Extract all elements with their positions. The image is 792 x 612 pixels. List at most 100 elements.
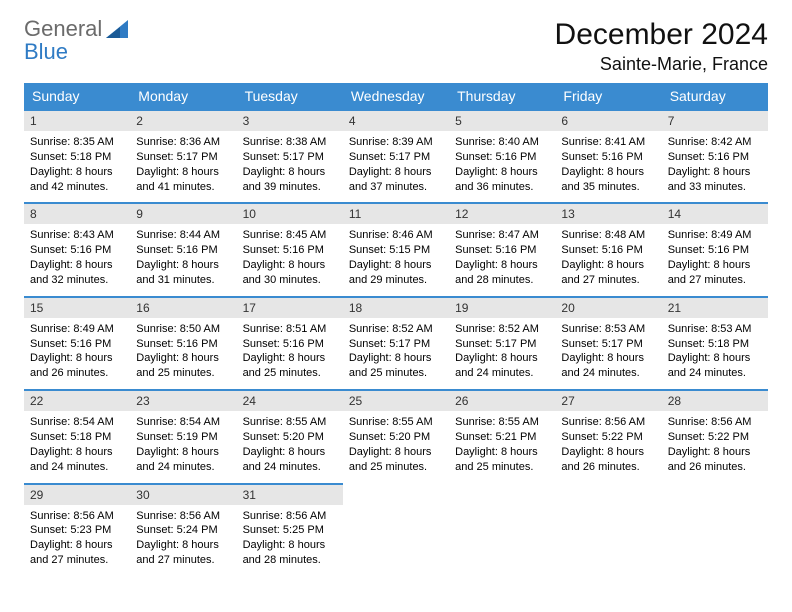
day-number: 4 (343, 111, 449, 131)
day-number: 6 (555, 111, 661, 131)
location: Sainte-Marie, France (555, 54, 768, 75)
calendar-cell: 13Sunrise: 8:48 AMSunset: 5:16 PMDayligh… (555, 202, 661, 295)
day-number: 10 (237, 204, 343, 224)
day-detail: Sunrise: 8:54 AMSunset: 5:18 PMDaylight:… (24, 411, 130, 482)
day-number: 14 (662, 204, 768, 224)
calendar-cell: 28Sunrise: 8:56 AMSunset: 5:22 PMDayligh… (662, 389, 768, 482)
day-number: 26 (449, 391, 555, 411)
day-detail: Sunrise: 8:54 AMSunset: 5:19 PMDaylight:… (130, 411, 236, 482)
day-number: 3 (237, 111, 343, 131)
calendar-cell: 11Sunrise: 8:46 AMSunset: 5:15 PMDayligh… (343, 202, 449, 295)
day-number: 18 (343, 298, 449, 318)
day-number: 11 (343, 204, 449, 224)
day-number: 9 (130, 204, 236, 224)
day-detail: Sunrise: 8:56 AMSunset: 5:22 PMDaylight:… (662, 411, 768, 482)
day-detail: Sunrise: 8:55 AMSunset: 5:20 PMDaylight:… (343, 411, 449, 482)
calendar-cell: 29Sunrise: 8:56 AMSunset: 5:23 PMDayligh… (24, 483, 130, 576)
calendar-cell (555, 483, 661, 576)
calendar-body: 1Sunrise: 8:35 AMSunset: 5:18 PMDaylight… (24, 109, 768, 576)
day-number: 1 (24, 111, 130, 131)
day-number: 29 (24, 485, 130, 505)
day-number: 24 (237, 391, 343, 411)
month-title: December 2024 (555, 18, 768, 52)
title-block: December 2024 Sainte-Marie, France (555, 18, 768, 75)
calendar-cell: 26Sunrise: 8:55 AMSunset: 5:21 PMDayligh… (449, 389, 555, 482)
day-detail: Sunrise: 8:47 AMSunset: 5:16 PMDaylight:… (449, 224, 555, 295)
day-detail: Sunrise: 8:49 AMSunset: 5:16 PMDaylight:… (24, 318, 130, 389)
calendar-row: 22Sunrise: 8:54 AMSunset: 5:18 PMDayligh… (24, 389, 768, 482)
day-number: 23 (130, 391, 236, 411)
calendar-cell: 20Sunrise: 8:53 AMSunset: 5:17 PMDayligh… (555, 296, 661, 389)
day-detail: Sunrise: 8:38 AMSunset: 5:17 PMDaylight:… (237, 131, 343, 202)
calendar-cell: 4Sunrise: 8:39 AMSunset: 5:17 PMDaylight… (343, 109, 449, 202)
calendar-cell: 1Sunrise: 8:35 AMSunset: 5:18 PMDaylight… (24, 109, 130, 202)
brand-triangle-icon (106, 20, 128, 40)
calendar-cell (449, 483, 555, 576)
day-detail: Sunrise: 8:51 AMSunset: 5:16 PMDaylight:… (237, 318, 343, 389)
calendar-cell: 6Sunrise: 8:41 AMSunset: 5:16 PMDaylight… (555, 109, 661, 202)
calendar-cell: 5Sunrise: 8:40 AMSunset: 5:16 PMDaylight… (449, 109, 555, 202)
weekday-header: Friday (555, 83, 661, 109)
day-detail: Sunrise: 8:52 AMSunset: 5:17 PMDaylight:… (449, 318, 555, 389)
day-detail: Sunrise: 8:53 AMSunset: 5:17 PMDaylight:… (555, 318, 661, 389)
day-number: 16 (130, 298, 236, 318)
calendar-cell: 10Sunrise: 8:45 AMSunset: 5:16 PMDayligh… (237, 202, 343, 295)
day-detail: Sunrise: 8:44 AMSunset: 5:16 PMDaylight:… (130, 224, 236, 295)
day-detail: Sunrise: 8:41 AMSunset: 5:16 PMDaylight:… (555, 131, 661, 202)
day-number: 22 (24, 391, 130, 411)
calendar-cell: 18Sunrise: 8:52 AMSunset: 5:17 PMDayligh… (343, 296, 449, 389)
calendar-row: 8Sunrise: 8:43 AMSunset: 5:16 PMDaylight… (24, 202, 768, 295)
calendar-cell: 24Sunrise: 8:55 AMSunset: 5:20 PMDayligh… (237, 389, 343, 482)
day-number: 13 (555, 204, 661, 224)
day-detail: Sunrise: 8:45 AMSunset: 5:16 PMDaylight:… (237, 224, 343, 295)
day-number: 25 (343, 391, 449, 411)
day-number: 2 (130, 111, 236, 131)
calendar-cell: 21Sunrise: 8:53 AMSunset: 5:18 PMDayligh… (662, 296, 768, 389)
day-number: 31 (237, 485, 343, 505)
weekday-header: Saturday (662, 83, 768, 109)
brand-part2: Blue (24, 39, 68, 64)
calendar-cell: 3Sunrise: 8:38 AMSunset: 5:17 PMDaylight… (237, 109, 343, 202)
brand-part1: General (24, 16, 102, 41)
calendar-row: 1Sunrise: 8:35 AMSunset: 5:18 PMDaylight… (24, 109, 768, 202)
day-number: 21 (662, 298, 768, 318)
day-number: 5 (449, 111, 555, 131)
day-detail: Sunrise: 8:42 AMSunset: 5:16 PMDaylight:… (662, 131, 768, 202)
calendar-cell: 30Sunrise: 8:56 AMSunset: 5:24 PMDayligh… (130, 483, 236, 576)
day-detail: Sunrise: 8:56 AMSunset: 5:25 PMDaylight:… (237, 505, 343, 576)
day-number: 28 (662, 391, 768, 411)
calendar-table: SundayMondayTuesdayWednesdayThursdayFrid… (24, 83, 768, 576)
day-detail: Sunrise: 8:46 AMSunset: 5:15 PMDaylight:… (343, 224, 449, 295)
day-detail: Sunrise: 8:36 AMSunset: 5:17 PMDaylight:… (130, 131, 236, 202)
day-detail: Sunrise: 8:55 AMSunset: 5:20 PMDaylight:… (237, 411, 343, 482)
calendar-cell: 25Sunrise: 8:55 AMSunset: 5:20 PMDayligh… (343, 389, 449, 482)
brand-logo: General Blue (24, 18, 128, 64)
calendar-cell: 14Sunrise: 8:49 AMSunset: 5:16 PMDayligh… (662, 202, 768, 295)
weekday-header: Wednesday (343, 83, 449, 109)
calendar-cell: 19Sunrise: 8:52 AMSunset: 5:17 PMDayligh… (449, 296, 555, 389)
day-number: 8 (24, 204, 130, 224)
day-detail: Sunrise: 8:53 AMSunset: 5:18 PMDaylight:… (662, 318, 768, 389)
day-detail: Sunrise: 8:50 AMSunset: 5:16 PMDaylight:… (130, 318, 236, 389)
calendar-cell: 23Sunrise: 8:54 AMSunset: 5:19 PMDayligh… (130, 389, 236, 482)
calendar-cell (343, 483, 449, 576)
calendar-row: 29Sunrise: 8:56 AMSunset: 5:23 PMDayligh… (24, 483, 768, 576)
day-detail: Sunrise: 8:55 AMSunset: 5:21 PMDaylight:… (449, 411, 555, 482)
day-detail: Sunrise: 8:48 AMSunset: 5:16 PMDaylight:… (555, 224, 661, 295)
day-detail: Sunrise: 8:56 AMSunset: 5:24 PMDaylight:… (130, 505, 236, 576)
day-number: 12 (449, 204, 555, 224)
day-number: 19 (449, 298, 555, 318)
calendar-cell: 17Sunrise: 8:51 AMSunset: 5:16 PMDayligh… (237, 296, 343, 389)
calendar-cell (662, 483, 768, 576)
calendar-row: 15Sunrise: 8:49 AMSunset: 5:16 PMDayligh… (24, 296, 768, 389)
day-detail: Sunrise: 8:56 AMSunset: 5:22 PMDaylight:… (555, 411, 661, 482)
weekday-header: Sunday (24, 83, 130, 109)
day-detail: Sunrise: 8:43 AMSunset: 5:16 PMDaylight:… (24, 224, 130, 295)
calendar-cell: 2Sunrise: 8:36 AMSunset: 5:17 PMDaylight… (130, 109, 236, 202)
weekday-header: Tuesday (237, 83, 343, 109)
day-number: 15 (24, 298, 130, 318)
calendar-cell: 8Sunrise: 8:43 AMSunset: 5:16 PMDaylight… (24, 202, 130, 295)
calendar-cell: 9Sunrise: 8:44 AMSunset: 5:16 PMDaylight… (130, 202, 236, 295)
day-number: 30 (130, 485, 236, 505)
day-number: 7 (662, 111, 768, 131)
